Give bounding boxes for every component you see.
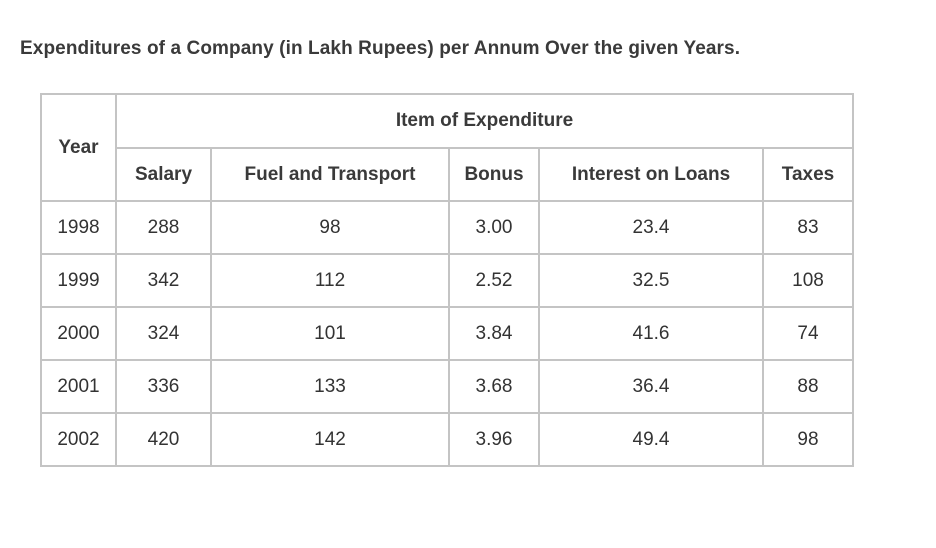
salary-cell: 288 xyxy=(115,200,212,255)
year-cell: 1999 xyxy=(40,253,117,308)
expenditure-table: Year Item of Expenditure Salary Fuel and… xyxy=(40,93,854,467)
table-row: 2001 336 133 3.68 36.4 88 xyxy=(40,359,854,414)
column-header-interest-on-loans: Interest on Loans xyxy=(538,147,764,202)
fuel-and-transport-cell: 101 xyxy=(210,306,450,361)
column-header-taxes: Taxes xyxy=(762,147,854,202)
taxes-cell: 98 xyxy=(762,412,854,467)
table-row: 2000 324 101 3.84 41.6 74 xyxy=(40,306,854,361)
interest-on-loans-cell: 32.5 xyxy=(538,253,764,308)
fuel-and-transport-cell: 112 xyxy=(210,253,450,308)
salary-cell: 342 xyxy=(115,253,212,308)
table-title: Expenditures of a Company (in Lakh Rupee… xyxy=(20,38,741,59)
bonus-cell: 3.84 xyxy=(448,306,540,361)
salary-cell: 324 xyxy=(115,306,212,361)
year-cell: 2000 xyxy=(40,306,117,361)
fuel-and-transport-cell: 98 xyxy=(210,200,450,255)
taxes-cell: 88 xyxy=(762,359,854,414)
interest-on-loans-cell: 49.4 xyxy=(538,412,764,467)
column-header-fuel-and-transport: Fuel and Transport xyxy=(210,147,450,202)
salary-cell: 336 xyxy=(115,359,212,414)
bonus-cell: 3.68 xyxy=(448,359,540,414)
table-header-row: Year Item of Expenditure xyxy=(40,93,854,202)
interest-on-loans-cell: 41.6 xyxy=(538,306,764,361)
year-cell: 2001 xyxy=(40,359,117,414)
item-of-expenditure-header: Item of Expenditure xyxy=(115,93,854,149)
interest-on-loans-cell: 36.4 xyxy=(538,359,764,414)
interest-on-loans-cell: 23.4 xyxy=(538,200,764,255)
table-subheader-row: Salary Fuel and Transport Bonus Interest… xyxy=(41,147,854,202)
taxes-cell: 74 xyxy=(762,306,854,361)
year-cell: 1998 xyxy=(40,200,117,255)
year-header: Year xyxy=(40,93,117,202)
taxes-cell: 83 xyxy=(762,200,854,255)
year-cell: 2002 xyxy=(40,412,117,467)
salary-cell: 420 xyxy=(115,412,212,467)
bonus-cell: 2.52 xyxy=(448,253,540,308)
table-row: 1999 342 112 2.52 32.5 108 xyxy=(40,253,854,308)
bonus-cell: 3.96 xyxy=(448,412,540,467)
fuel-and-transport-cell: 142 xyxy=(210,412,450,467)
taxes-cell: 108 xyxy=(762,253,854,308)
column-header-salary: Salary xyxy=(115,147,212,202)
column-header-bonus: Bonus xyxy=(448,147,540,202)
table-row: 1998 288 98 3.00 23.4 83 xyxy=(40,200,854,255)
table-row: 2002 420 142 3.96 49.4 98 xyxy=(40,412,854,467)
bonus-cell: 3.00 xyxy=(448,200,540,255)
fuel-and-transport-cell: 133 xyxy=(210,359,450,414)
